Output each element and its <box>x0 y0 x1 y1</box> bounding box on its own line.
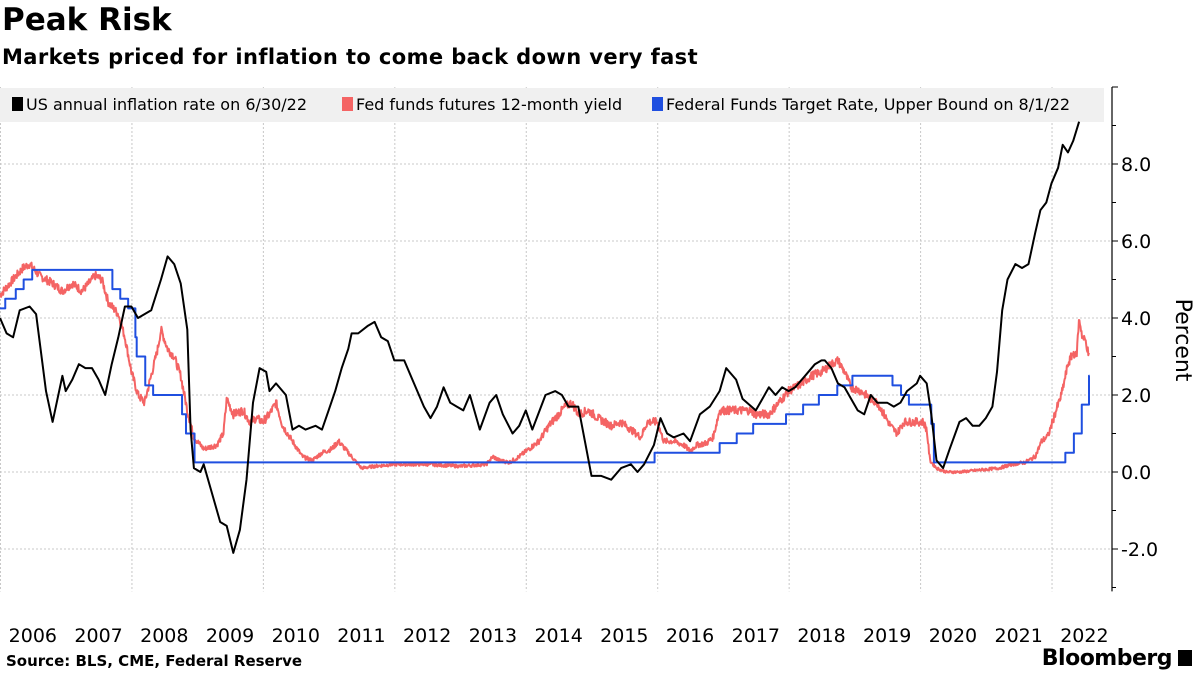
x-tick-label: 2013 <box>469 625 517 647</box>
legend-label-futures: Fed funds futures 12-month yield <box>356 95 622 114</box>
legend-background <box>0 88 1104 122</box>
x-tick-label: 2021 <box>994 625 1042 647</box>
bloomberg-logo: Bloomberg <box>1042 646 1192 671</box>
x-tick-label: 2009 <box>206 625 254 647</box>
series-layer <box>0 121 1090 554</box>
x-tick-label: 2019 <box>863 625 911 647</box>
x-tick-label: 2022 <box>1060 625 1108 647</box>
x-tick-label: 2006 <box>9 625 57 647</box>
x-tick-label: 2016 <box>666 625 714 647</box>
logo-text: Bloomberg <box>1041 646 1173 671</box>
x-tick-label: 2017 <box>732 625 780 647</box>
grid <box>0 87 1112 592</box>
legend: US annual inflation rate on 6/30/22 Fed … <box>0 88 1104 122</box>
axes: 2006 2007 2008 2009 2010 2011 2012 2013 2014 2015… <box>9 86 1158 647</box>
x-tick-label: 2012 <box>403 625 451 647</box>
legend-swatch-fed-target <box>652 97 663 111</box>
y-tick-label: 8.0 <box>1121 154 1151 176</box>
x-tick-label: 2018 <box>797 625 845 647</box>
y-tick-label: 0.0 <box>1121 462 1151 484</box>
series-line-futures <box>0 261 1090 475</box>
x-tick-label: 2010 <box>272 625 320 647</box>
source-note: Source: BLS, CME, Federal Reserve <box>6 652 303 670</box>
legend-swatch-futures <box>342 97 353 111</box>
series-line-inflation <box>0 121 1081 554</box>
x-tick-label: 2015 <box>600 625 648 647</box>
logo-mark-icon <box>1178 650 1192 666</box>
legend-label-fed-target: Federal Funds Target Rate, Upper Bound o… <box>666 95 1070 114</box>
x-tick-label: 2011 <box>337 625 385 647</box>
legend-label-inflation: US annual inflation rate on 6/30/22 <box>26 95 307 114</box>
y-tick-label: 6.0 <box>1121 231 1151 253</box>
y-tick-label: 4.0 <box>1121 308 1151 330</box>
x-tick-label: 2014 <box>534 625 582 647</box>
x-tick-label: 2008 <box>140 625 188 647</box>
x-tick-label: 2020 <box>929 625 977 647</box>
x-tick-label: 2007 <box>74 625 122 647</box>
y-tick-label: -2.0 <box>1121 539 1158 561</box>
y-axis-label: Percent <box>1170 299 1195 382</box>
y-tick-label: 2.0 <box>1121 385 1151 407</box>
legend-swatch-inflation <box>12 97 23 111</box>
page-title: Peak Risk <box>2 2 172 38</box>
page-subtitle: Markets priced for inflation to come bac… <box>2 45 699 69</box>
